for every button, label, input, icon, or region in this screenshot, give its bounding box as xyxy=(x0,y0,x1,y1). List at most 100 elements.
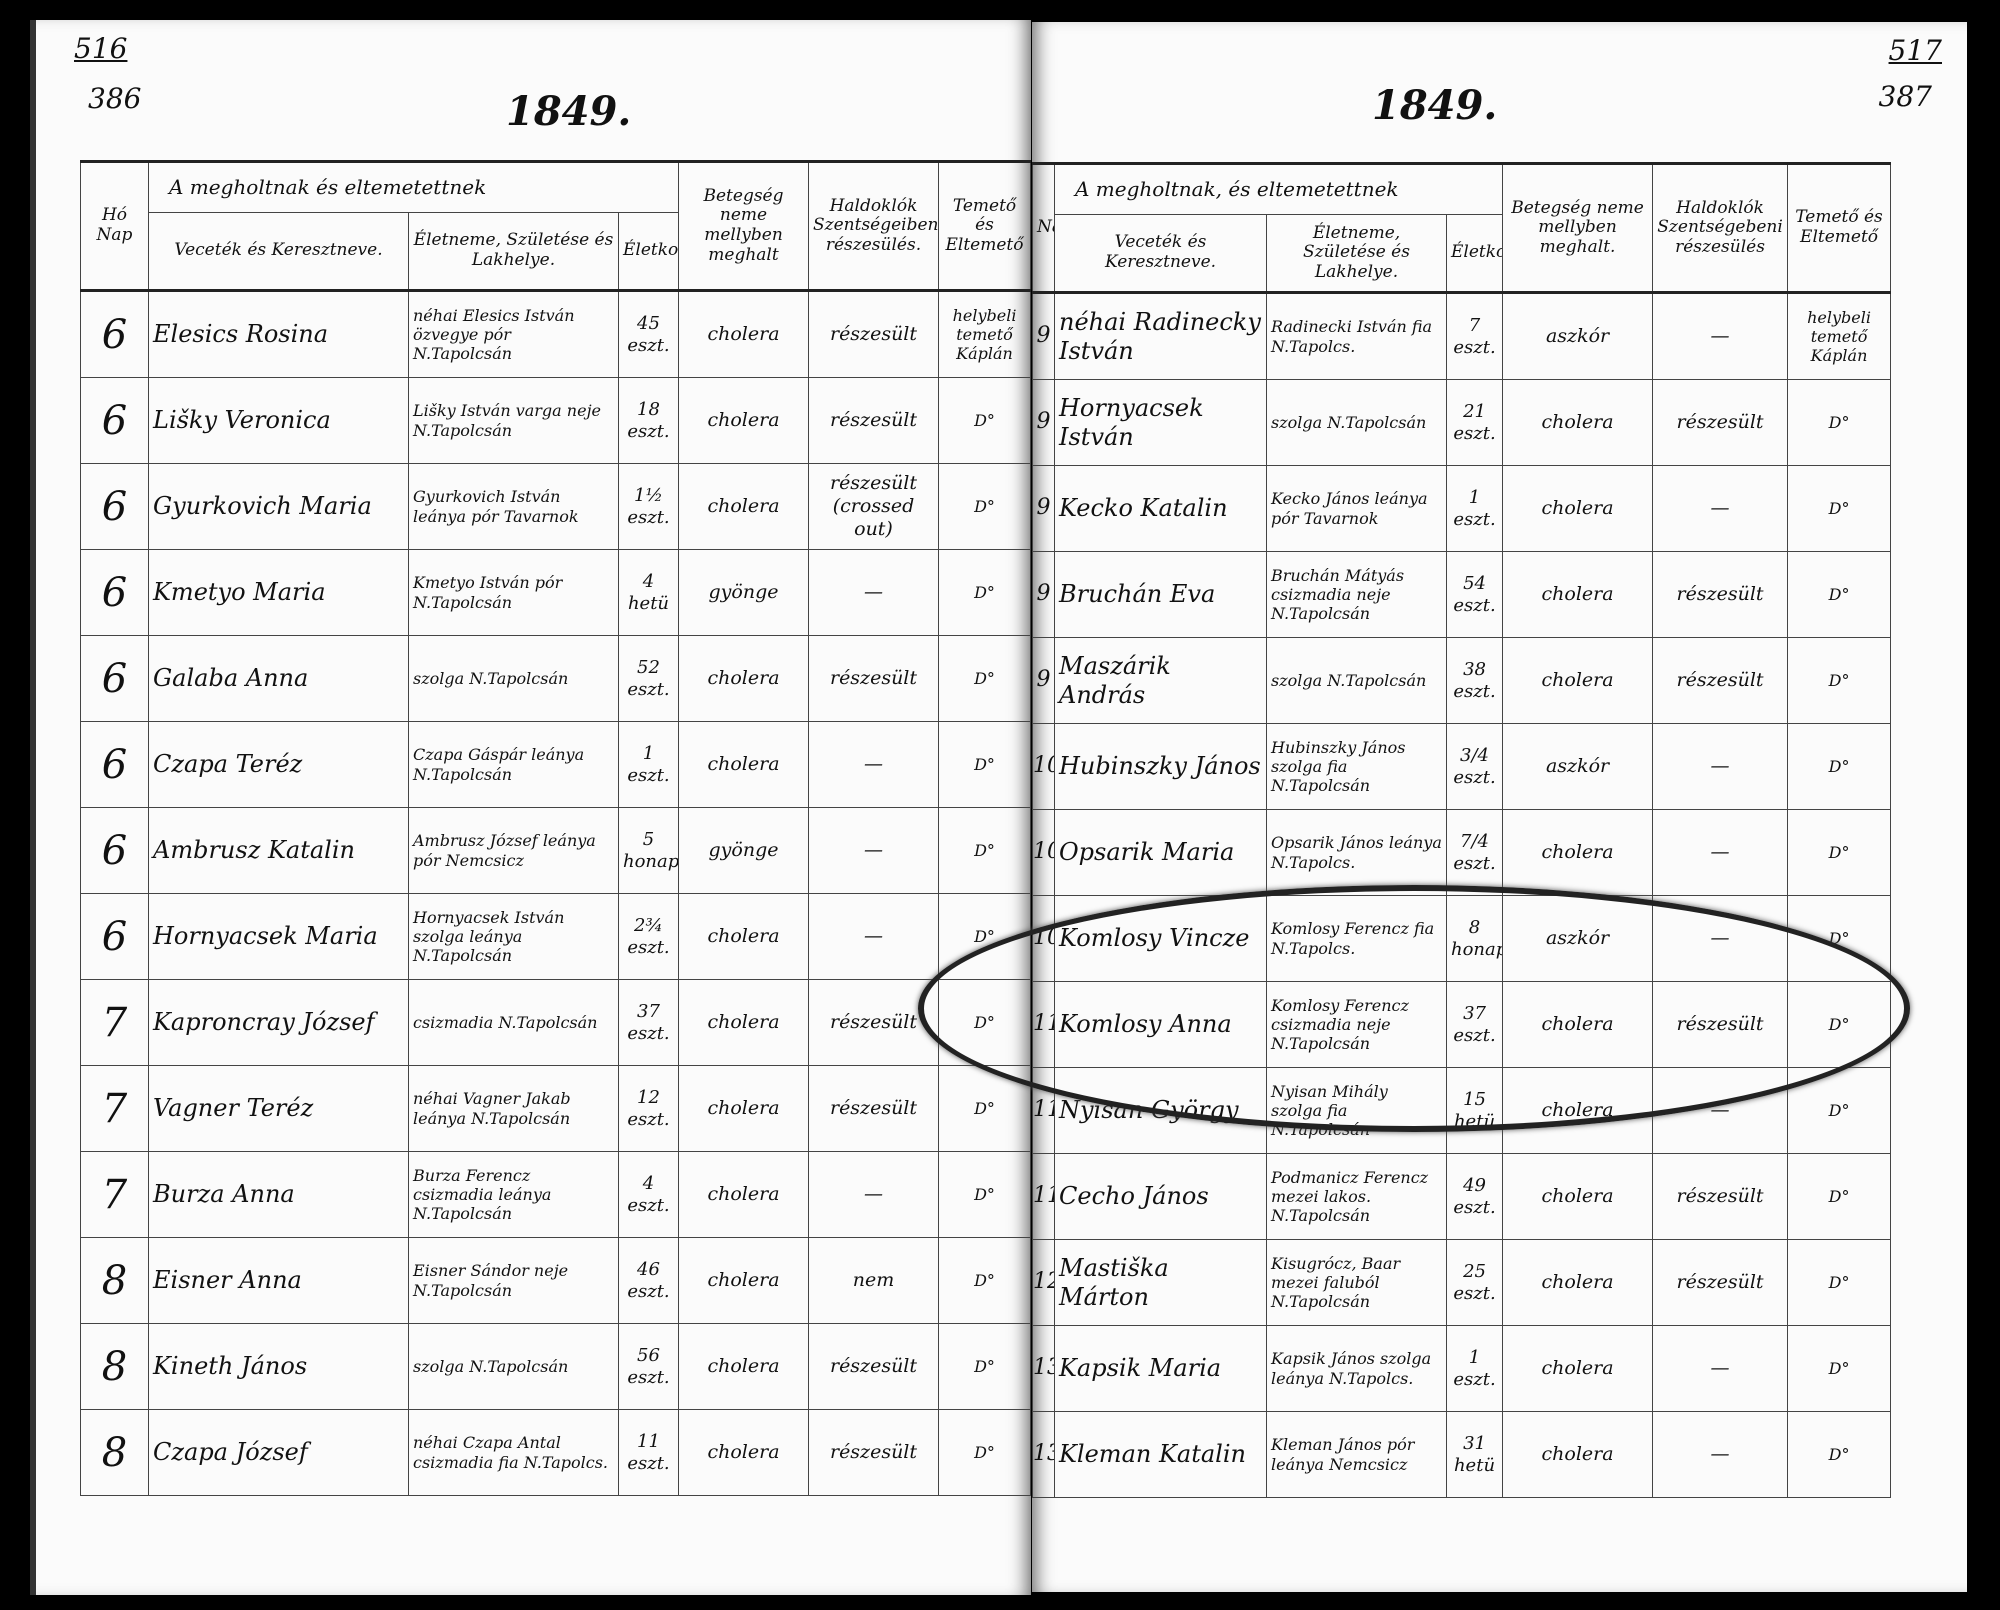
cell-name: Elesics Rosina xyxy=(148,289,409,378)
cell-residence: Opsarik János leánya N.Tapolcs. xyxy=(1266,809,1447,896)
cell-day: 13 xyxy=(1032,1411,1055,1498)
cell-sacraments: — xyxy=(1652,291,1789,380)
cell-day: 6 xyxy=(80,893,149,980)
cell-sacraments: részesült xyxy=(808,1065,939,1152)
cell-disease: aszkór xyxy=(1502,723,1654,810)
cell-residence: Nyisan Mihály szolga fia N.Tapolcsán xyxy=(1266,1067,1447,1154)
cell-residence: Czapa Gáspár leánya N.Tapolcsán xyxy=(408,721,619,808)
cell-disease: cholera xyxy=(1502,1411,1654,1498)
cell-residence: Kapsik János szolga leánya N.Tapolcs. xyxy=(1266,1325,1447,1412)
cell-residence: Burza Ferencz csizmadia leánya N.Tapolcs… xyxy=(408,1151,619,1238)
cell-name: Hornyacsek István xyxy=(1054,379,1267,466)
cell-disease: gyönge xyxy=(678,549,809,636)
cell-residence: szolga N.Tapolcsán xyxy=(408,635,619,722)
cell-sacraments: részesült xyxy=(808,289,939,378)
cell-name: Maszárik András xyxy=(1054,637,1267,724)
cell-residence: Hornyacsek István szolga leánya N.Tapolc… xyxy=(408,893,619,980)
register-row: 9 néhai Radinecky István Radinecki István … xyxy=(1032,291,1892,380)
cell-disease: cholera xyxy=(1502,1153,1654,1240)
cell-day: 12 xyxy=(1032,1239,1055,1326)
header-day: Hó Nap xyxy=(80,160,149,291)
cell-age: 5 honap. xyxy=(618,807,679,894)
cell-sacraments: részesült xyxy=(808,377,939,464)
cell-burier: D° xyxy=(938,377,1031,464)
cell-disease: cholera xyxy=(1502,379,1654,466)
left-page: 516 386 1849. Hó Nap A megholtnak és elt… xyxy=(30,20,1031,1595)
cell-residence: néhai Elesics István özvegye pór N.Tapol… xyxy=(408,289,619,378)
cell-age: 56 eszt. xyxy=(618,1323,679,1410)
header-burier: Temető és Eltemető xyxy=(1787,162,1892,293)
cell-age: 21 eszt. xyxy=(1445,379,1504,466)
folio-number: 516 xyxy=(74,32,128,65)
register-row: 6 Gyurkovich Maria Gyurkovich István leány… xyxy=(80,463,1031,550)
cell-burier: helybeli temető Káplán xyxy=(1787,291,1892,380)
cell-disease: cholera xyxy=(678,1237,809,1324)
register-row: 6 Lišky Veronica Lišky István varga neje N… xyxy=(80,377,1031,464)
cell-day: 7 xyxy=(80,1065,149,1152)
register-row: 6 Elesics Rosina néhai Elesics István özve… xyxy=(80,289,1031,378)
cell-name: Czapa József xyxy=(148,1409,409,1496)
cell-name: Galaba Anna xyxy=(148,635,409,722)
cell-disease: cholera xyxy=(1502,1067,1654,1154)
cell-age: 52 eszt. xyxy=(618,635,679,722)
cell-sacraments: részesült xyxy=(808,1323,939,1410)
cell-age: 31 hetü xyxy=(1445,1411,1504,1498)
cell-disease: cholera xyxy=(1502,981,1654,1068)
cell-residence: szolga N.Tapolcsán xyxy=(408,1323,619,1410)
cell-age: 37 eszt. xyxy=(1445,981,1504,1068)
cell-disease: cholera xyxy=(1502,465,1654,552)
cell-day: 11 xyxy=(1032,1067,1055,1154)
header-sacraments: Haldoklók Szentségeibeni részesülés. xyxy=(808,160,939,291)
cell-name: Vagner Teréz xyxy=(148,1065,409,1152)
cell-age: 2¾ eszt. xyxy=(618,893,679,980)
cell-sacraments: — xyxy=(808,1151,939,1238)
cell-residence: csizmadia N.Tapolcsán xyxy=(408,979,619,1066)
cell-sacraments: — xyxy=(1652,1067,1789,1154)
cell-sacraments: — xyxy=(1652,1325,1789,1412)
cell-burier: D° xyxy=(938,1065,1031,1152)
cell-residence: Hubinszky János szolga fia N.Tapolcsán xyxy=(1266,723,1447,810)
cell-name: Cecho János xyxy=(1054,1153,1267,1240)
cell-age: 1 eszt. xyxy=(1445,1325,1504,1412)
cell-burier: D° xyxy=(1787,1411,1892,1498)
cell-age: 1 eszt. xyxy=(1445,465,1504,552)
cell-day: 9 xyxy=(1032,379,1055,466)
cell-disease: cholera xyxy=(678,463,809,550)
cell-age: 1½ eszt. xyxy=(618,463,679,550)
cell-age: 37 eszt. xyxy=(618,979,679,1066)
cell-day: 6 xyxy=(80,289,149,378)
cell-sacraments: részesült xyxy=(808,979,939,1066)
cell-residence: szolga N.Tapolcsán xyxy=(1266,379,1447,466)
cell-day: 11 xyxy=(1032,981,1055,1068)
cell-name: Kmetyo Maria xyxy=(148,549,409,636)
cell-day: 7 xyxy=(80,979,149,1066)
cell-name: Komlosy Vincze xyxy=(1054,895,1267,982)
cell-disease: aszkór xyxy=(1502,291,1654,380)
register-row: 9 Hornyacsek István szolga N.Tapolcsán 21 e… xyxy=(1032,379,1892,466)
cell-age: 54 eszt. xyxy=(1445,551,1504,638)
header-day: Nap xyxy=(1032,162,1055,293)
cell-burier: D° xyxy=(1787,1153,1892,1240)
register-row: 6 Czapa Teréz Czapa Gáspár leánya N.Tapolc… xyxy=(80,721,1031,808)
cell-disease: cholera xyxy=(678,893,809,980)
register-table: Hó Nap A megholtnak és eltemetettnek Bet… xyxy=(80,160,1031,1496)
cell-sacraments: részesült xyxy=(808,635,939,722)
cell-disease: cholera xyxy=(678,979,809,1066)
header-group: A megholtnak és eltemetettnek xyxy=(148,160,679,213)
cell-burier: helybeli temető Káplán xyxy=(938,289,1031,378)
cell-age: 3/4 eszt. xyxy=(1445,723,1504,810)
cell-day: 9 xyxy=(1032,465,1055,552)
cell-residence: Komlosy Ferencz fia N.Tapolcs. xyxy=(1266,895,1447,982)
cell-day: 9 xyxy=(1032,291,1055,380)
cell-residence: Bruchán Mátyás csizmadia neje N.Tapolcsá… xyxy=(1266,551,1447,638)
cell-burier: D° xyxy=(1787,809,1892,896)
cell-name: Kineth János xyxy=(148,1323,409,1410)
cell-day: 10 xyxy=(1032,723,1055,810)
register-row: 9 Maszárik András szolga N.Tapolcsán 38 esz… xyxy=(1032,637,1892,724)
cell-sacraments: — xyxy=(1652,465,1789,552)
cell-name: néhai Radinecky István xyxy=(1054,291,1267,380)
cell-day: 9 xyxy=(1032,637,1055,724)
